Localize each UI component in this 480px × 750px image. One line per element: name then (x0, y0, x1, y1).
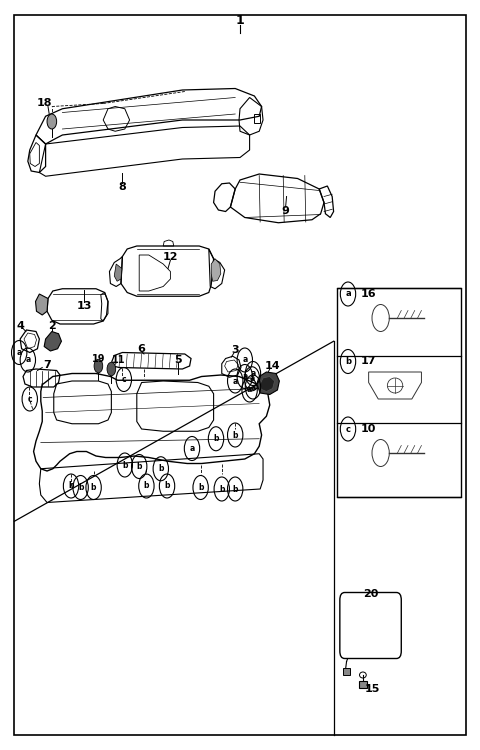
FancyBboxPatch shape (14, 15, 466, 735)
Text: a: a (190, 444, 194, 453)
Text: b: b (78, 483, 84, 492)
Text: b: b (68, 482, 74, 490)
Text: b: b (345, 357, 351, 366)
Text: 14: 14 (265, 361, 280, 371)
Text: 12: 12 (163, 252, 178, 262)
Circle shape (47, 114, 57, 129)
Polygon shape (114, 264, 122, 281)
Text: a: a (251, 369, 255, 378)
Text: b: b (164, 482, 170, 490)
Text: 4: 4 (16, 320, 24, 331)
Text: b: b (91, 483, 96, 492)
Text: 1: 1 (236, 13, 244, 27)
Text: 13: 13 (76, 301, 92, 311)
Text: b: b (136, 462, 142, 471)
Text: b: b (144, 482, 149, 490)
Text: a: a (251, 382, 255, 392)
Circle shape (107, 362, 116, 376)
Text: a: a (250, 374, 254, 383)
Text: a: a (247, 386, 252, 394)
Text: c: c (121, 375, 126, 384)
Text: a: a (345, 290, 351, 298)
Text: c: c (346, 424, 350, 433)
Text: 20: 20 (363, 589, 379, 599)
Text: a: a (242, 356, 247, 364)
Text: b: b (122, 460, 128, 470)
Text: b: b (232, 430, 238, 439)
Text: 10: 10 (360, 424, 376, 434)
Polygon shape (211, 259, 221, 281)
Text: a: a (233, 376, 238, 386)
Text: 9: 9 (282, 206, 289, 217)
Text: b: b (158, 464, 164, 473)
Text: 2: 2 (48, 321, 56, 332)
Circle shape (94, 359, 103, 373)
Text: 5: 5 (174, 355, 181, 365)
Text: b: b (213, 434, 219, 443)
Polygon shape (44, 332, 61, 351)
Polygon shape (36, 294, 48, 315)
Polygon shape (257, 372, 279, 394)
FancyBboxPatch shape (337, 288, 461, 496)
Text: 6: 6 (138, 344, 145, 354)
Text: 8: 8 (119, 182, 126, 193)
Text: a: a (25, 356, 30, 364)
Text: 15: 15 (364, 683, 380, 694)
Text: b: b (198, 483, 204, 492)
Text: c: c (27, 394, 32, 404)
Text: 16: 16 (360, 289, 376, 299)
Text: b: b (219, 484, 225, 494)
Text: b: b (232, 484, 238, 494)
Text: 18: 18 (37, 98, 52, 109)
Text: 11: 11 (112, 355, 126, 365)
Text: 17: 17 (360, 356, 376, 367)
Text: 3: 3 (231, 345, 239, 355)
FancyBboxPatch shape (343, 668, 350, 675)
Polygon shape (260, 376, 275, 392)
Text: 19: 19 (92, 353, 105, 364)
FancyBboxPatch shape (340, 592, 401, 658)
Text: 7: 7 (43, 359, 51, 370)
Text: a: a (17, 348, 22, 357)
FancyBboxPatch shape (359, 681, 367, 688)
Text: a: a (242, 372, 247, 381)
